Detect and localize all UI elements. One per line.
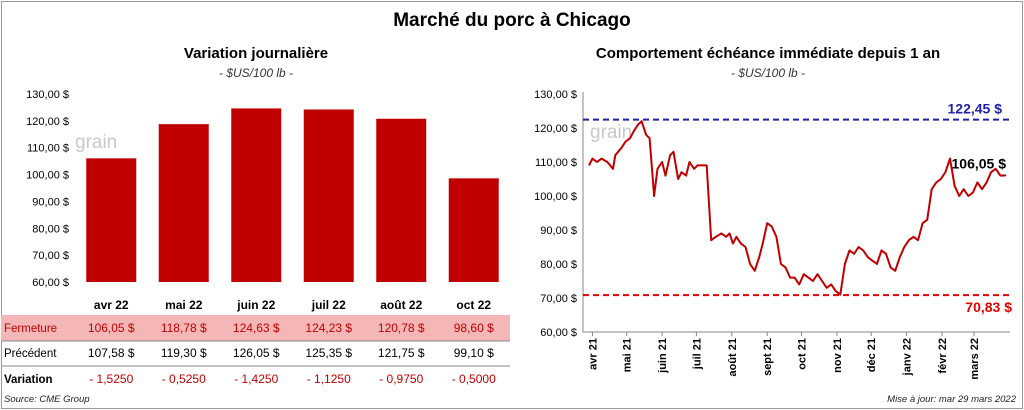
left-chart-title: Variation journalière [183,45,329,62]
left-y-tick-label: 100,00 $ [26,170,69,182]
left-y-tick-label: 120,00 $ [26,116,69,128]
table-row-label: Variation [4,374,53,386]
table-cell: 119,30 $ [161,346,207,360]
source-note: Source: CME Group [4,394,90,405]
watermark-right: grain [590,122,632,143]
table-cell: - 1,4250 [234,372,278,386]
table-cell: 98,60 $ [454,321,494,335]
right-chart-title: Comportement échéance immédiate depuis 1… [595,45,941,62]
left-y-tick-label: 60,00 $ [32,277,69,289]
x-tick-label: juil 21 [691,338,703,370]
price-series-line [588,120,1007,296]
watermark-left: grain [75,132,117,153]
x-tick-label: mai 21 [622,338,634,372]
x-tick-label: avr 21 [587,338,599,370]
bar-category-label: juil 22 [311,298,346,312]
right-y-tick-label: 130,00 $ [534,89,577,101]
left-chart-unit: - $US/100 lb - [218,66,294,80]
table-cell: - 0,5250 [162,372,206,386]
bar-category-label: avr 22 [94,298,129,312]
right-y-tick-label: 120,00 $ [534,123,577,135]
bar-category-label: mai 22 [165,298,203,312]
right-y-tick-label: 70,00 $ [540,293,577,305]
bar-category-label: juin 22 [236,298,275,312]
table-cell: 126,05 $ [233,346,280,360]
table-row-label: Précédent [4,348,57,360]
bar [376,118,427,282]
update-note: Mise à jour: mar 29 mars 2022 [887,394,1016,405]
table-cell: 118,78 $ [161,321,207,335]
x-tick-label: sept 21 [762,338,774,376]
table-row-label: Fermeture [4,323,57,335]
left-y-tick-label: 80,00 $ [32,223,69,235]
bar [231,108,282,282]
table-cell: - 0,9750 [379,372,423,386]
left-y-tick-label: 110,00 $ [27,143,69,155]
left-y-tick-label: 70,00 $ [32,250,69,262]
bar [158,124,209,282]
last-value-label: 106,05 $ [952,155,1007,171]
low-value-label: 70,83 $ [965,299,1012,315]
bar [303,109,354,282]
left-y-tick-label: 130,00 $ [26,89,69,101]
table-cell: 107,58 $ [88,346,135,360]
table-cell: 121,75 $ [378,346,425,360]
table-cell: 124,63 $ [233,321,280,335]
x-tick-label: oct 21 [796,338,808,370]
table-cell: - 1,5250 [89,372,133,386]
x-tick-label: mars 22 [969,338,981,380]
x-tick-label: août 21 [727,338,739,377]
bar-category-label: août 22 [380,298,422,312]
x-tick-label: déc 21 [866,338,878,372]
x-tick-label: nov 21 [832,338,844,373]
table-cell: 125,35 $ [305,346,352,360]
main-title: Marché du porc à Chicago [393,10,631,31]
table-cell: 124,23 $ [305,321,352,335]
right-y-tick-label: 110,00 $ [535,157,577,169]
right-y-tick-label: 90,00 $ [540,225,577,237]
right-y-tick-label: 100,00 $ [534,191,577,203]
x-tick-label: janv 22 [902,338,914,376]
table-cell: 99,10 $ [454,346,494,360]
bar [448,178,499,282]
right-y-tick-label: 60,00 $ [540,327,577,339]
right-y-tick-label: 80,00 $ [540,259,577,271]
left-y-tick-label: 90,00 $ [32,196,69,208]
table-cell: - 1,1250 [307,372,351,386]
table-cell: 106,05 $ [88,321,135,335]
x-tick-label: févr 22 [937,338,949,373]
right-chart-unit: - $US/100 lb - [730,66,806,80]
bar-category-label: oct 22 [456,298,491,312]
table-cell: - 0,5000 [452,372,496,386]
table-cell: 120,78 $ [378,321,425,335]
table-highlight-row [1,315,510,341]
high-value-label: 122,45 $ [948,101,1003,117]
bar [86,158,137,282]
x-tick-label: juin 21 [657,338,669,374]
